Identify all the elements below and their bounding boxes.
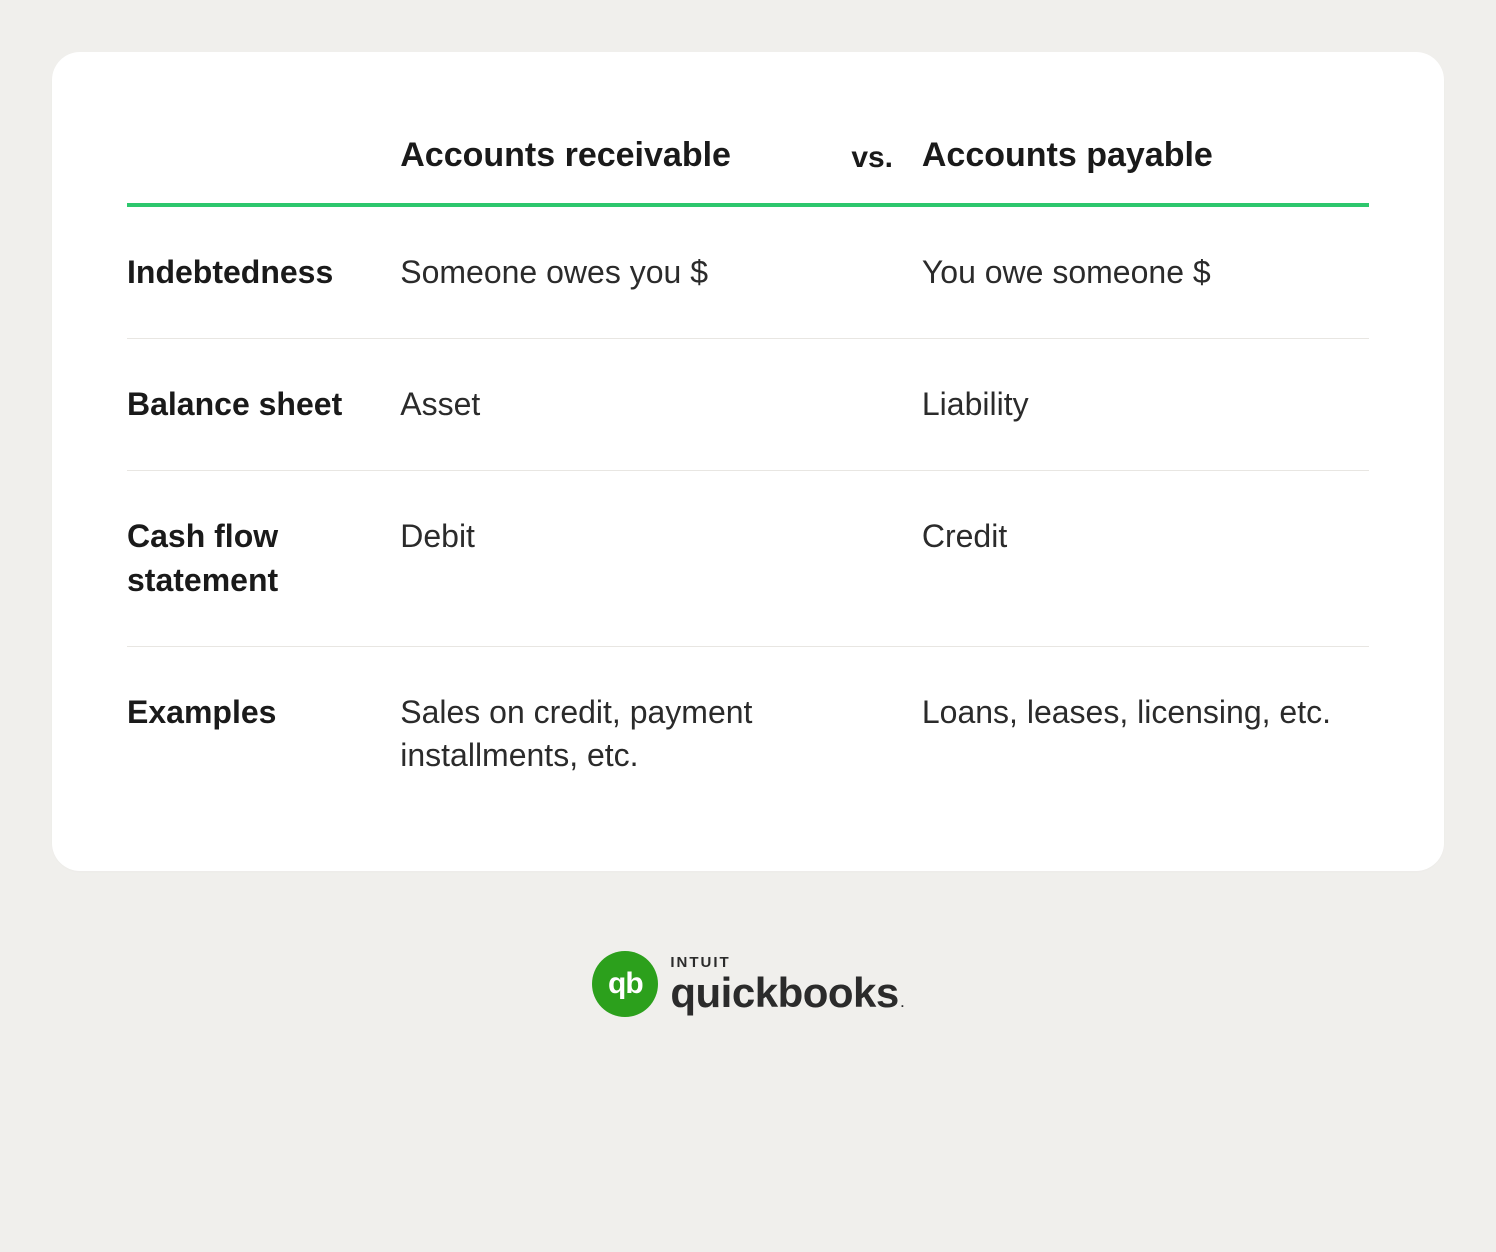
cell-payable: Credit [922,471,1369,646]
header-vs: vs. [823,112,922,205]
header-receivable: Accounts receivable [400,112,822,205]
intuit-label: INTUIT [670,955,903,970]
row-label: Examples [127,646,400,821]
cell-receivable: Asset [400,339,822,471]
quickbooks-logo: qb INTUIT quickbooks. [592,951,903,1017]
cell-payable: Loans, leases, licensing, etc. [922,646,1369,821]
table-row: Balance sheet Asset Liability [127,339,1369,471]
cell-receivable: Debit [400,471,822,646]
row-label: Balance sheet [127,339,400,471]
quickbooks-circle-icon: qb [592,951,658,1017]
row-label: Cash flow statement [127,471,400,646]
cell-payable: Liability [922,339,1369,471]
cell-receivable: Someone owes you $ [400,205,822,339]
header-blank [127,112,400,205]
logo-text: INTUIT quickbooks. [670,955,903,1014]
table-row: Examples Sales on credit, payment instal… [127,646,1369,821]
table-row: Indebtedness Someone owes you $ You owe … [127,205,1369,339]
comparison-card: Accounts receivable vs. Accounts payable… [52,52,1444,871]
comparison-table: Accounts receivable vs. Accounts payable… [127,112,1369,821]
cell-receivable: Sales on credit, payment installments, e… [400,646,822,821]
row-label: Indebtedness [127,205,400,339]
table-row: Cash flow statement Debit Credit [127,471,1369,646]
quickbooks-label: quickbooks. [670,972,903,1014]
header-payable: Accounts payable [922,112,1369,205]
logo-container: qb INTUIT quickbooks. [52,951,1444,1017]
cell-payable: You owe someone $ [922,205,1369,339]
